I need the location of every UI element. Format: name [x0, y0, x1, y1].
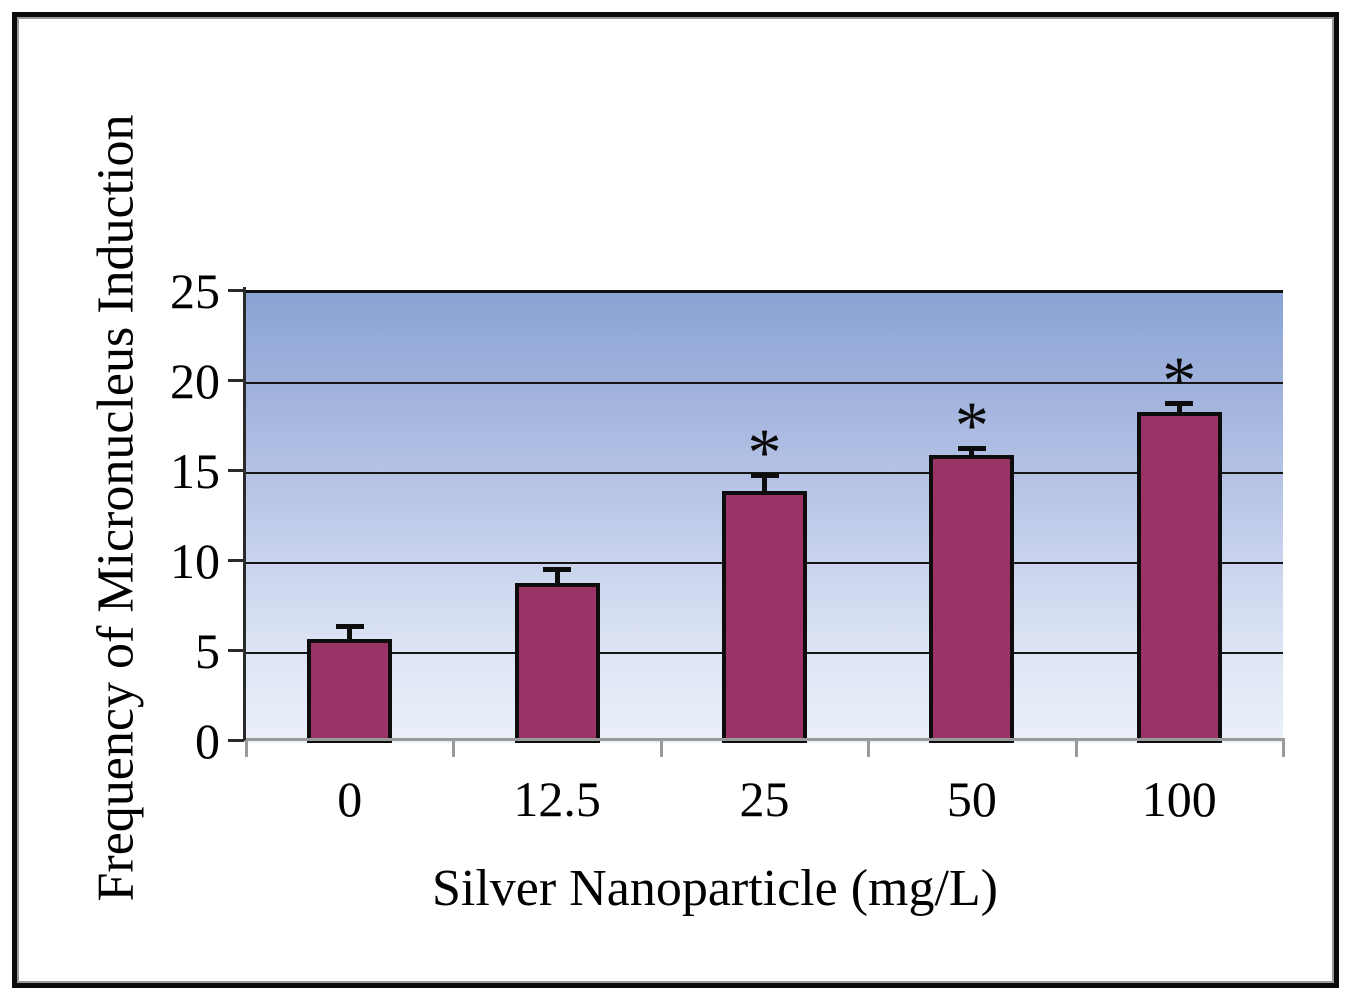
error-bar-line — [969, 446, 975, 459]
x-axis-tick-label: 0 — [337, 771, 363, 827]
error-bar-cap — [543, 566, 572, 572]
y-axis-tick — [228, 559, 244, 562]
x-axis-tick — [659, 740, 663, 757]
bar — [929, 455, 1015, 743]
y-axis-tick-label: 0 — [195, 713, 220, 769]
error-bar-cap — [750, 473, 779, 478]
y-axis-line — [243, 287, 246, 741]
y-axis-tick — [228, 289, 244, 292]
y-axis-tick — [228, 379, 244, 382]
x-axis-tick-label: 50 — [946, 771, 997, 827]
x-axis-tick-label: 12.5 — [513, 771, 601, 827]
x-axis-tick — [245, 740, 248, 757]
significance-asterisk: * — [954, 387, 989, 463]
y-axis-tick — [228, 649, 244, 652]
y-axis-tick-label: 25 — [170, 263, 220, 319]
y-axis-tick-label: 10 — [170, 533, 220, 589]
x-axis-title: Silver Nanoparticle (mg/L) — [431, 860, 999, 917]
error-bar-cap — [1165, 401, 1194, 406]
error-bar-line — [1176, 401, 1182, 416]
y-axis-tick-label: 15 — [170, 443, 220, 499]
error-bar-cap — [335, 624, 364, 630]
error-bar-cap — [957, 446, 986, 451]
significance-asterisk: * — [747, 414, 782, 490]
x-axis-tick — [1074, 740, 1078, 757]
x-axis-tick — [452, 740, 456, 757]
x-axis-tick — [867, 740, 871, 757]
y-axis-tick — [228, 469, 244, 472]
y-axis-title: Frequency of Micronucleus Induction — [87, 113, 145, 902]
plot-area: * * * — [246, 290, 1283, 743]
y-axis-tick — [228, 739, 244, 742]
bar — [307, 638, 393, 743]
bar — [722, 491, 807, 743]
x-axis-line — [246, 738, 1285, 741]
y-axis-tick-label: 5 — [195, 623, 220, 679]
y-axis-title-box: Frequency of Micronucleus Induction — [58, 114, 174, 901]
x-axis-tick-label: 100 — [1141, 771, 1217, 827]
bar — [514, 582, 600, 743]
significance-asterisk: * — [1162, 342, 1197, 418]
error-bar-line — [554, 566, 560, 587]
gridline — [246, 382, 1283, 384]
error-bar-line — [762, 473, 767, 495]
error-bar-line — [347, 624, 353, 643]
x-axis-tick-label: 25 — [739, 771, 790, 827]
bar — [1136, 411, 1222, 743]
x-axis-tick — [1282, 740, 1285, 757]
y-axis-tick-label: 20 — [170, 353, 220, 409]
